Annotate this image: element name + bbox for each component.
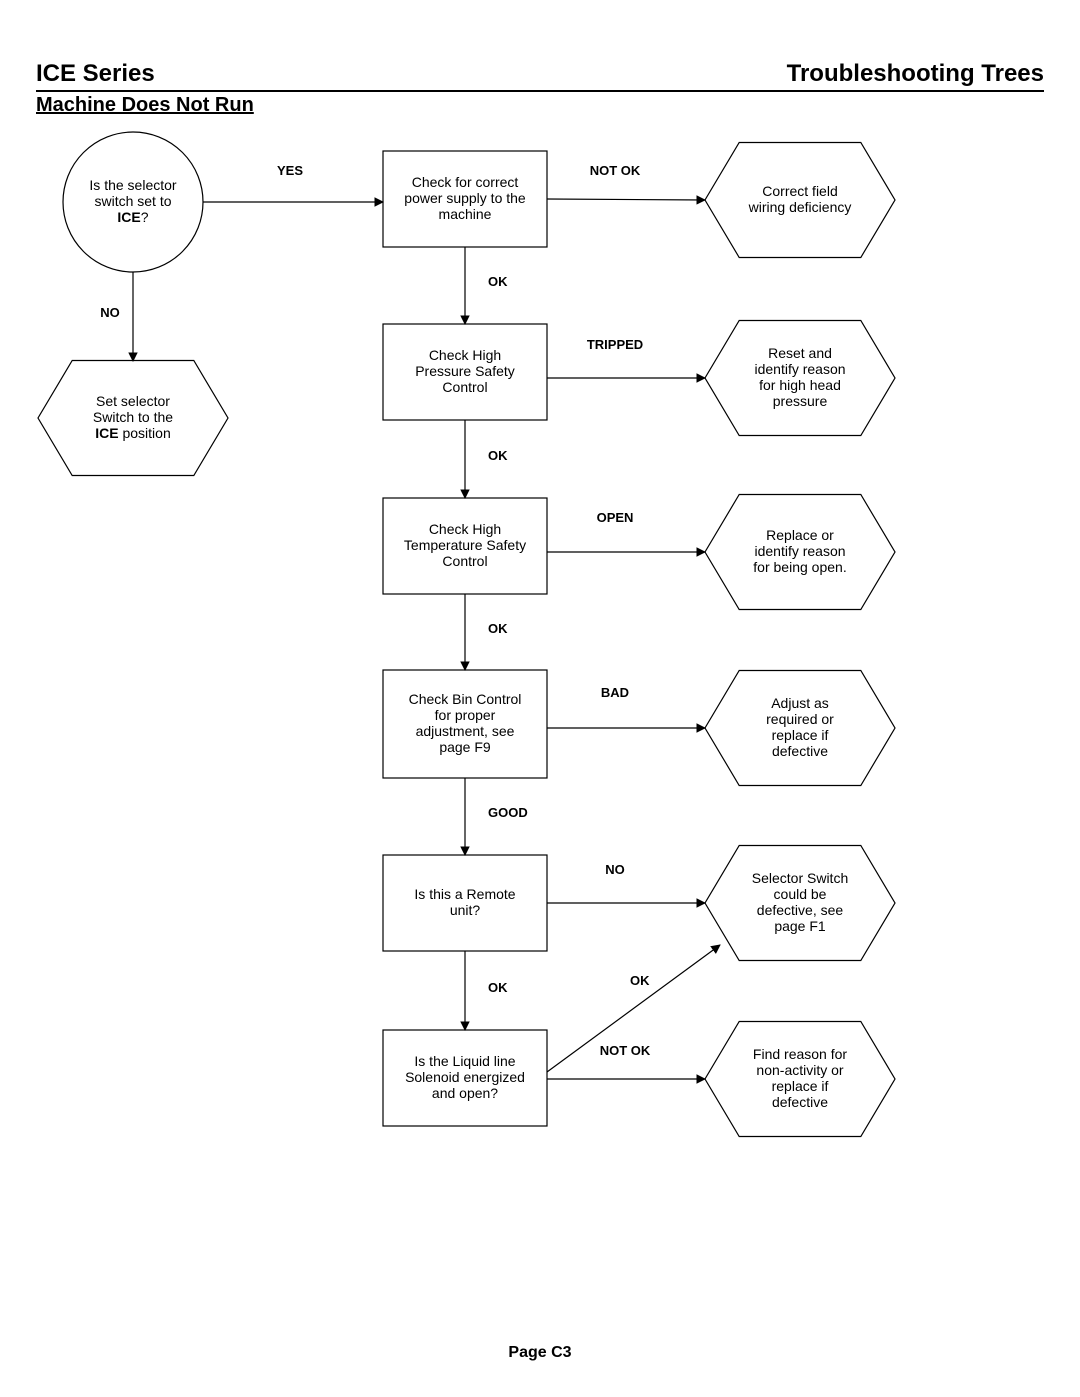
page: ICE Series Troubleshooting Trees Machine… xyxy=(0,0,1080,1397)
flow-edge-label: NO xyxy=(605,862,625,877)
flow-node-label: Check High xyxy=(429,347,501,363)
flow-edge xyxy=(547,199,705,200)
flow-edge-label: OK xyxy=(488,448,508,463)
flow-edge-label: BAD xyxy=(601,685,629,700)
flow-node-label: Correct field xyxy=(762,183,837,199)
flow-node-label: ICE position xyxy=(95,425,171,441)
flow-node-label: identify reason xyxy=(754,361,845,377)
flow-node-label: Set selector xyxy=(96,393,170,409)
flow-edge-label: OK xyxy=(488,621,508,636)
flow-edge-label: TRIPPED xyxy=(587,337,643,352)
flow-node-label: for proper xyxy=(435,707,496,723)
flow-edge-label: NOT OK xyxy=(600,1043,651,1058)
flow-node-label: non-activity or xyxy=(756,1062,843,1078)
flow-node-label: unit? xyxy=(450,902,481,918)
flow-node-label: Reset and xyxy=(768,345,832,361)
flow-edge-label: OPEN xyxy=(597,510,634,525)
flow-edge-label: NO xyxy=(100,305,120,320)
flow-edge-label: OK xyxy=(488,980,508,995)
flow-node-label: defective, see xyxy=(757,902,844,918)
flow-node-label: for being open. xyxy=(753,559,846,575)
flow-node-label: adjustment, see xyxy=(416,723,515,739)
flow-node-label: Check for correct xyxy=(412,174,519,190)
flow-node-label: defective xyxy=(772,1094,828,1110)
flow-node-label: defective xyxy=(772,743,828,759)
flow-node-label: Check Bin Control xyxy=(409,691,522,707)
flow-node-label: Is the selector xyxy=(89,177,176,193)
flow-node-label: Control xyxy=(442,553,487,569)
flow-node-label: switch set to xyxy=(94,193,171,209)
flow-edge-label: NOT OK xyxy=(590,163,641,178)
flow-node-label: Adjust as xyxy=(771,695,829,711)
flow-node-label: Control xyxy=(442,379,487,395)
flow-node-label: machine xyxy=(439,206,492,222)
flow-edge-label: GOOD xyxy=(488,805,528,820)
flow-node-label: wiring deficiency xyxy=(748,199,852,215)
flow-node-label: could be xyxy=(774,886,827,902)
flow-edge-label: OK xyxy=(488,274,508,289)
flow-node-label: Switch to the xyxy=(93,409,173,425)
flow-node-label: replace if xyxy=(772,727,829,743)
flow-node-label: Pressure Safety xyxy=(415,363,515,379)
flow-edge-label: YES xyxy=(277,163,303,178)
flow-node-label: identify reason xyxy=(754,543,845,559)
flow-node-label: ICE? xyxy=(117,209,148,225)
flow-node-label: Is the Liquid line xyxy=(414,1053,515,1069)
flow-node-label: Temperature Safety xyxy=(404,537,526,553)
flow-node-label: Check High xyxy=(429,521,501,537)
flow-node-label: page F9 xyxy=(439,739,491,755)
flowchart-canvas: YES NO NOT OK OK TRIPPED OK OPEN OK BAD GOOD NO OK N… xyxy=(0,0,1080,1397)
flow-node-label: Selector Switch xyxy=(752,870,848,886)
flow-node-label: Replace or xyxy=(766,527,834,543)
flow-node-label: power supply to the xyxy=(404,190,526,206)
flow-node-label: Solenoid energized xyxy=(405,1069,525,1085)
flow-node-label: and open? xyxy=(432,1085,498,1101)
flow-node-label: pressure xyxy=(773,393,828,409)
flow-node-label: for high head xyxy=(759,377,841,393)
flow-edge-label: OK xyxy=(630,973,650,988)
flow-node-label: replace if xyxy=(772,1078,829,1094)
page-footer: Page C3 xyxy=(0,1344,1080,1362)
flow-node-label: required or xyxy=(766,711,834,727)
flow-node-label: page F1 xyxy=(774,918,826,934)
flow-node-label: Find reason for xyxy=(753,1046,847,1062)
flow-node-label: Is this a Remote xyxy=(414,886,515,902)
